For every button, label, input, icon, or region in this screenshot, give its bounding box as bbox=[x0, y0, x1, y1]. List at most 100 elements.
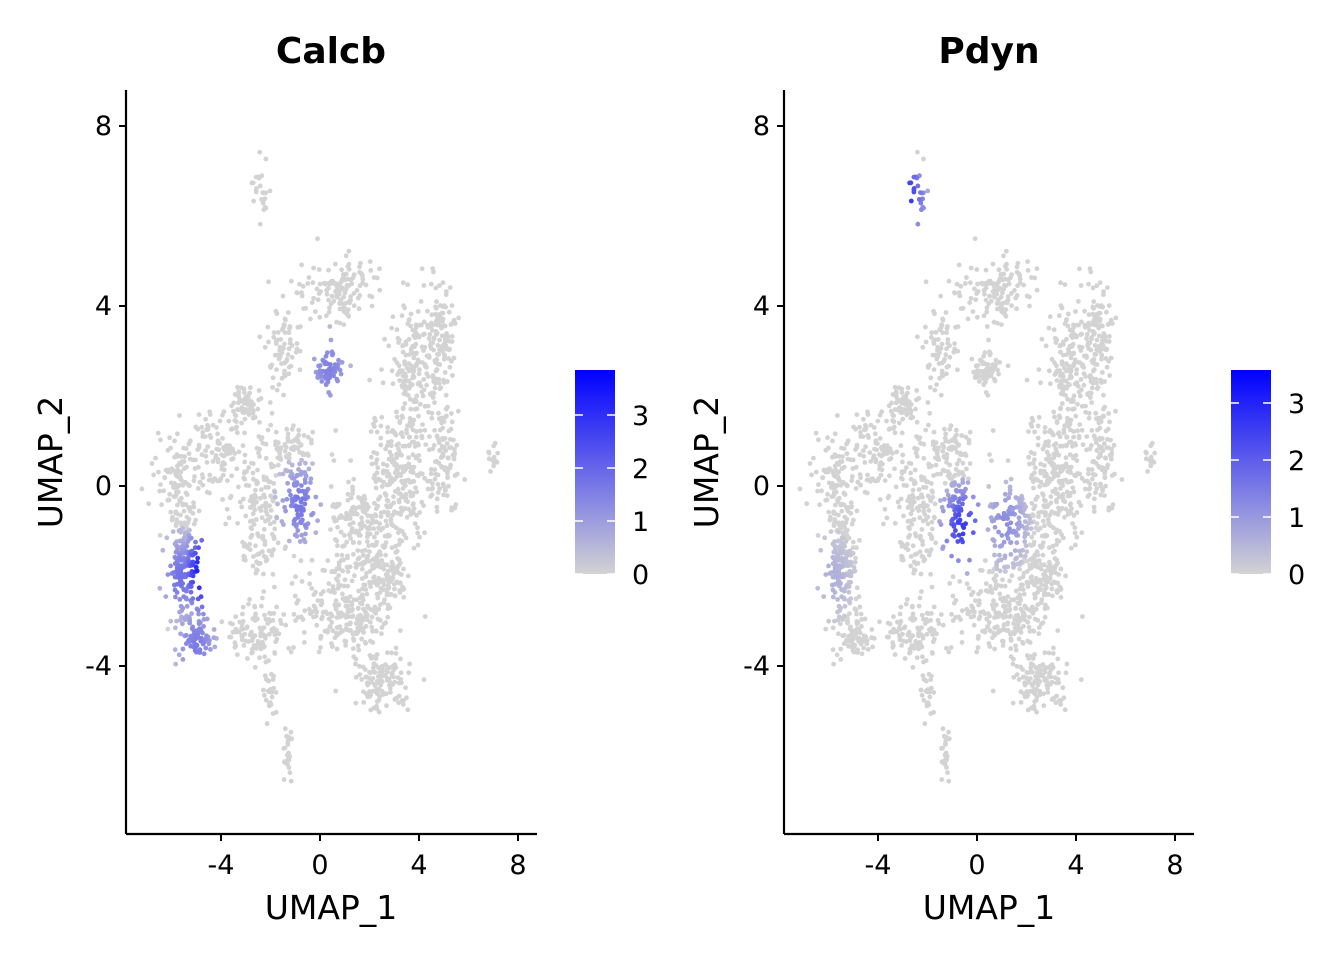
cell-point bbox=[846, 633, 852, 639]
cell-point bbox=[403, 378, 409, 384]
cell-point bbox=[915, 495, 921, 501]
cell-point bbox=[279, 361, 284, 366]
cell-point bbox=[388, 517, 394, 522]
cell-point bbox=[294, 435, 300, 441]
cell-point bbox=[249, 526, 255, 532]
cell-point bbox=[250, 650, 255, 655]
cell-point bbox=[853, 447, 858, 452]
cell-point bbox=[376, 697, 382, 703]
cell-point bbox=[1017, 592, 1023, 598]
cell-point bbox=[830, 481, 835, 486]
cell-point bbox=[850, 474, 855, 479]
cell-point bbox=[433, 360, 438, 365]
cell-point bbox=[1020, 582, 1025, 588]
cell-point bbox=[987, 452, 992, 457]
cell-point bbox=[928, 711, 934, 716]
cell-point bbox=[1054, 378, 1060, 383]
cell-point bbox=[884, 515, 890, 521]
cell-point bbox=[995, 297, 1001, 303]
cell-point bbox=[236, 449, 242, 455]
cell-point bbox=[379, 625, 385, 630]
cell-point bbox=[418, 299, 424, 304]
cell-point bbox=[823, 469, 828, 475]
cell-point bbox=[964, 275, 969, 280]
cell-point bbox=[442, 467, 448, 473]
cell-point bbox=[171, 494, 177, 499]
cell-point bbox=[898, 618, 904, 624]
cell-point bbox=[973, 363, 979, 369]
cell-point bbox=[191, 521, 197, 527]
cell-point bbox=[311, 265, 316, 271]
cell-point bbox=[815, 533, 821, 538]
cell-point bbox=[174, 590, 180, 595]
cell-point bbox=[349, 526, 355, 531]
cell-point bbox=[1021, 570, 1027, 576]
cell-point bbox=[338, 529, 344, 535]
cell-point bbox=[934, 356, 940, 362]
cell-point bbox=[392, 593, 398, 599]
cell-point bbox=[898, 496, 904, 502]
cell-point bbox=[422, 427, 428, 433]
cell-point bbox=[941, 359, 947, 364]
cell-point bbox=[393, 651, 399, 656]
cell-point bbox=[388, 443, 394, 449]
cell-point bbox=[342, 290, 348, 296]
cell-point bbox=[988, 584, 993, 589]
cell-point bbox=[417, 401, 423, 407]
cell-point bbox=[1047, 568, 1053, 574]
cell-point bbox=[199, 472, 205, 477]
cell-point bbox=[1022, 519, 1028, 524]
cell-point bbox=[955, 324, 961, 330]
cell-point bbox=[428, 471, 434, 477]
cell-point bbox=[327, 324, 333, 329]
cell-point bbox=[1001, 253, 1006, 259]
cell-point bbox=[914, 446, 920, 452]
cell-point bbox=[257, 446, 262, 452]
cell-point bbox=[273, 429, 279, 435]
cell-point bbox=[899, 401, 905, 406]
cell-point bbox=[892, 407, 898, 412]
cell-point bbox=[886, 457, 892, 462]
cell-point bbox=[241, 470, 247, 476]
cell-point bbox=[1064, 434, 1070, 440]
cell-point bbox=[429, 312, 435, 318]
cell-point bbox=[1094, 386, 1100, 392]
cell-point bbox=[183, 446, 189, 451]
cell-point bbox=[842, 613, 847, 619]
cell-point bbox=[988, 373, 994, 379]
cell-point bbox=[888, 408, 894, 414]
y-tick-label: 4 bbox=[95, 291, 112, 322]
cell-point bbox=[339, 628, 345, 633]
cell-point bbox=[268, 363, 273, 369]
cell-point bbox=[252, 507, 258, 513]
cell-point bbox=[310, 461, 315, 466]
cell-point bbox=[339, 267, 344, 273]
cell-point bbox=[854, 585, 860, 591]
cell-point bbox=[257, 334, 263, 340]
cell-point bbox=[389, 650, 395, 656]
cell-point bbox=[381, 479, 386, 485]
cell-point bbox=[835, 597, 840, 602]
cell-point bbox=[368, 607, 374, 612]
cell-point bbox=[898, 443, 904, 449]
cell-point bbox=[392, 356, 397, 362]
cell-point bbox=[327, 624, 333, 629]
cell-point bbox=[882, 478, 888, 483]
cell-point bbox=[993, 573, 999, 578]
cell-point bbox=[839, 594, 844, 600]
cell-point bbox=[1049, 476, 1055, 482]
cell-point bbox=[170, 467, 176, 473]
cell-point bbox=[1022, 553, 1028, 559]
cell-point bbox=[355, 556, 361, 562]
cell-point bbox=[368, 268, 374, 273]
cell-point bbox=[908, 470, 914, 476]
cell-point bbox=[1087, 485, 1093, 491]
cell-point bbox=[1077, 422, 1083, 427]
cell-point bbox=[872, 431, 878, 437]
cell-point bbox=[893, 484, 899, 490]
cell-point bbox=[836, 520, 841, 526]
cell-point bbox=[298, 614, 304, 620]
cell-point bbox=[358, 526, 364, 531]
cell-point bbox=[278, 445, 284, 451]
cell-point bbox=[996, 371, 1001, 377]
